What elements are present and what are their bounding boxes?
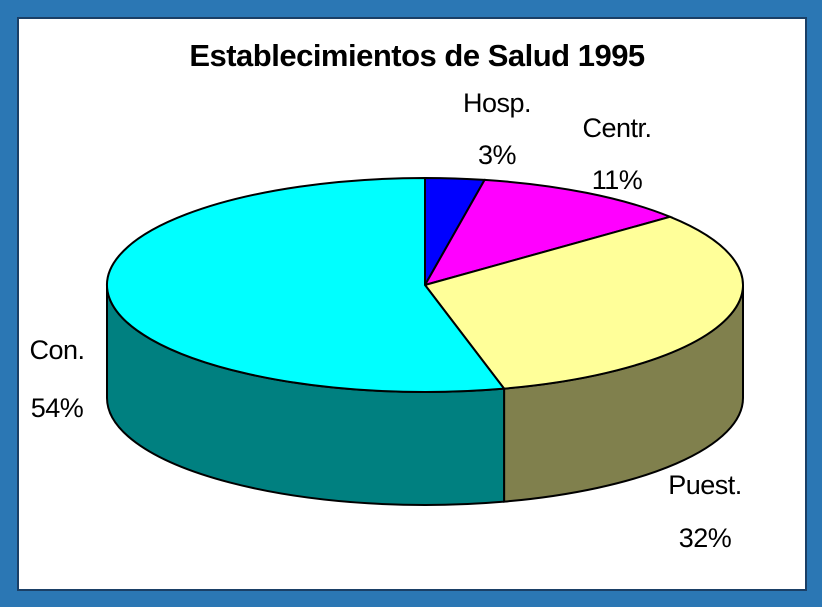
slice-label: Hosp. (463, 88, 531, 118)
pie-slice (423, 215, 744, 390)
slice-value-label: 32% (679, 523, 732, 553)
slice-label: Centr. (582, 113, 651, 143)
slice-value-label: 11% (592, 165, 643, 195)
pie-slice (106, 176, 506, 393)
slice-value-label: 54% (31, 393, 84, 423)
chart-title: Establecimientos de Salud 1995 (189, 38, 645, 73)
pie-slice (422, 178, 674, 287)
slice-label: Puest. (668, 470, 742, 500)
slice-label: Con. (29, 335, 84, 365)
slice-value-label: 3% (478, 140, 517, 170)
